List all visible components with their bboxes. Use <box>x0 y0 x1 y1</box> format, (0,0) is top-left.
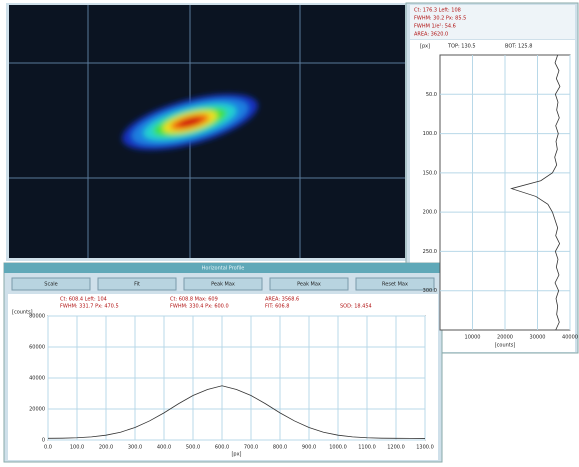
x-tick-label: 1000.0 <box>329 445 347 451</box>
x-tick-label: 600.0 <box>215 445 229 451</box>
x-tick-label: 1300.0 <box>416 445 434 451</box>
x-axis-label: [px] <box>420 44 430 50</box>
info-line: AREA: 3620.0 <box>414 32 448 38</box>
info-line: AREA: 3568.6 <box>265 297 299 303</box>
x-tick-label: 800.0 <box>273 445 287 451</box>
info-line: FWHM: 30.2 Px: 85.5 <box>414 16 466 22</box>
x-axis-label: [px] <box>231 452 241 458</box>
x-tick-label: 900.0 <box>302 445 316 451</box>
y-tick-label: 10000 <box>465 335 481 341</box>
button-label[interactable]: Peak Max <box>211 282 235 288</box>
button-label[interactable]: Fit <box>134 282 140 288</box>
screenshot: Ct: 176.3 Left: 108 FWHM: 30.2 Px: 85.5 … <box>0 0 579 467</box>
x-tick-label: 300.0 <box>128 445 142 451</box>
button-label[interactable]: Scale <box>44 282 57 288</box>
y-tick-label: 20000 <box>497 335 513 341</box>
info-line: Ct: 608.4 Left: 104 <box>60 297 107 303</box>
y-tick-label: 0 <box>42 438 45 444</box>
x-tick-label: 100.0 <box>423 131 437 137</box>
x-tick-label: 200.0 <box>423 210 437 216</box>
x-tick-label: 400.0 <box>157 445 171 451</box>
info-line: Ct: 176.3 Left: 108 <box>414 8 461 14</box>
y-tick-label: 40000 <box>29 376 45 382</box>
x-tick-label: 1200.0 <box>387 445 405 451</box>
x-tick-label: 100.0 <box>70 445 84 451</box>
x-tick-label: 200.0 <box>99 445 113 451</box>
x-tick-label: 1100.0 <box>358 445 376 451</box>
info-line: Ct: 608.8 Max: 609 <box>170 297 218 303</box>
y-axis-label: [counts] <box>12 310 33 316</box>
x-tick-label: 250.0 <box>423 249 437 255</box>
x-tick-label: 50.0 <box>426 92 437 98</box>
x-tick-label: 500.0 <box>186 445 200 451</box>
info-line: FWHM: 330.4 Px: 600.0 <box>170 304 229 310</box>
header-label: TOP: 130.5 <box>447 44 476 50</box>
x-tick-label: 150.0 <box>423 170 437 176</box>
x-tick-label: 0.0 <box>44 445 52 451</box>
info-line: FIT: 606.8 <box>265 304 289 310</box>
panel-title: Horizontal Profile <box>202 266 245 272</box>
button-label[interactable]: Reset Max <box>382 282 408 288</box>
info-line: FWHM 1/e²: 54.6 <box>414 24 456 30</box>
y-axis-label: [counts] <box>495 343 516 349</box>
y-tick-label: 20000 <box>29 407 45 413</box>
info-line: SOD: 18.454 <box>340 304 372 310</box>
y-tick-label: 30000 <box>530 335 546 341</box>
x-tick-label: 300.0 <box>423 288 437 294</box>
y-tick-label: 40000 <box>562 335 578 341</box>
header-label: BOT: 125.8 <box>505 44 532 50</box>
x-tick-label: 700.0 <box>244 445 258 451</box>
info-line: FWHM: 331.7 Px: 470.5 <box>60 304 119 310</box>
button-label[interactable]: Peak Max <box>297 282 321 288</box>
y-tick-label: 60000 <box>29 345 45 351</box>
